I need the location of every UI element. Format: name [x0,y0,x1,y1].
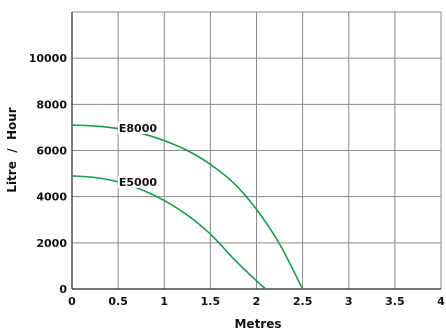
series-line-e5000 [71,175,267,290]
series-label-e8000: E8000 [119,122,157,135]
x-tick-label: 0.5 [108,295,128,308]
x-tick-label: 1.5 [201,295,221,308]
y-axis-title: Litre / Hour [5,107,19,192]
x-tick-label: 3.5 [385,295,405,308]
x-tick-label: 2 [253,295,261,308]
x-tick-label: 4 [437,295,445,308]
y-tick-label: 6000 [36,145,67,158]
y-tick-labels: 0 2000 4000 6000 8000 10000 [29,52,68,296]
x-axis-title: Metres [234,317,281,331]
series-label-backdrop [117,122,156,135]
x-tick-label: 2.5 [293,295,313,308]
grid [72,11,442,289]
x-tick-label: 0 [68,295,76,308]
series-line-e8000 [71,124,304,290]
x-tick-label: 3 [345,295,353,308]
series-labels: E8000 E5000 [117,122,157,189]
series-label-backdrop [117,175,156,188]
y-tick-label: 4000 [36,191,67,204]
x-tick-label: 1 [160,295,168,308]
y-tick-label: 0 [59,283,67,296]
series-label-e5000: E5000 [119,176,157,189]
axes [71,12,441,290]
y-tick-label: 10000 [29,52,68,65]
y-tick-label: 8000 [36,98,67,111]
y-tick-label: 2000 [36,237,67,250]
x-tick-labels: 0 0.5 1 1.5 2 2.5 3 3.5 4 [68,295,445,308]
series [71,124,304,290]
